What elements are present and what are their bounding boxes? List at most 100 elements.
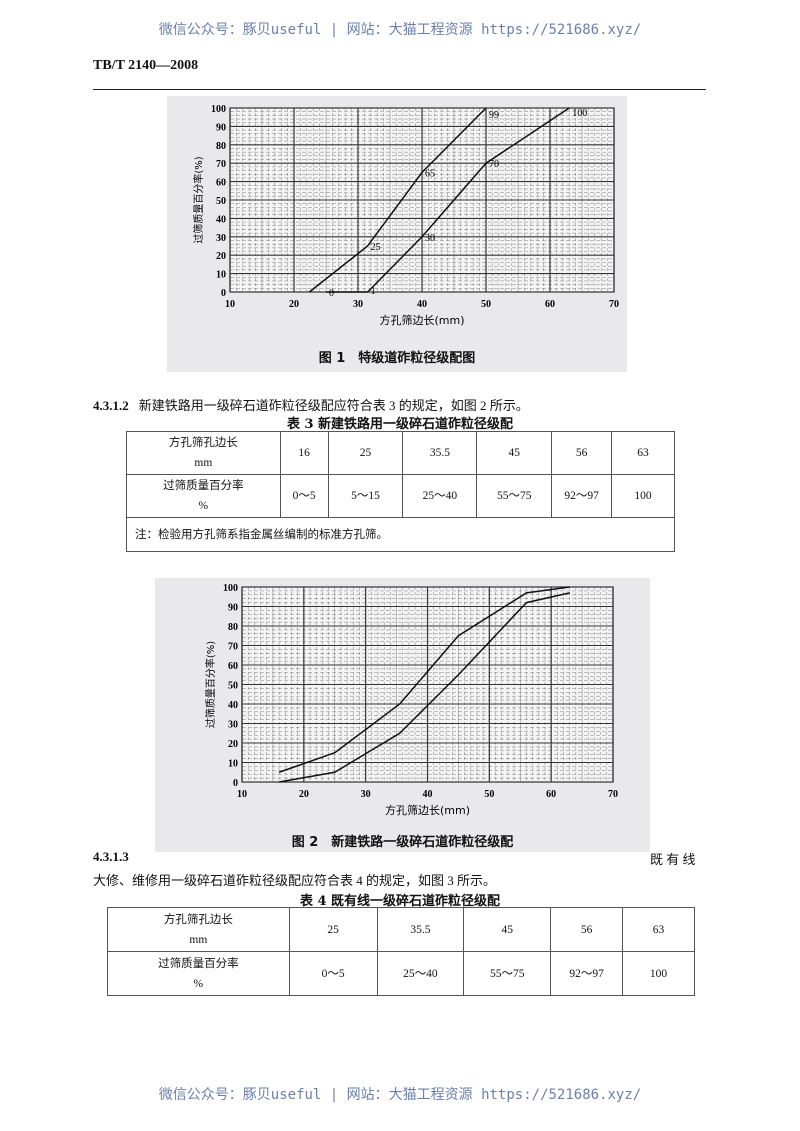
y-tick-label: 10 [216, 270, 226, 281]
x-tick-label: 20 [299, 789, 309, 800]
figure-2-caption: 图 2 新建铁路一级碎石道砟粒径级配 [291, 835, 514, 850]
cell: 56 [550, 907, 624, 952]
section-4-3-1-2: 4.3.1.2 新建铁路用一级碎石道砟粒径级配应符合表 3 的规定，如图 2 所示… [93, 395, 529, 414]
y-tick-label: 50 [228, 681, 238, 692]
y-tick-label: 0 [233, 778, 238, 789]
cell: 55～75 [476, 474, 553, 518]
table-note-row: 注：检验用方孔筛系指金属丝编制的标准方孔筛。 [126, 517, 675, 552]
y-tick-label: 20 [216, 251, 226, 262]
document-number: TB/T 2140—2008 [93, 58, 199, 73]
table-3: 方孔筛孔边长 mm 16 25 35.5 45 56 63 过筛质量百分率% 0～… [126, 431, 675, 552]
section-4-3-1-3-number: 4.3.1.3 [93, 849, 139, 865]
y-tick-label: 40 [228, 700, 238, 711]
y-tick-label: 80 [216, 141, 226, 152]
header-line: 过筛质量百分率 [158, 957, 239, 970]
x-tick-label: 50 [481, 299, 491, 310]
x-tick-label: 40 [423, 789, 433, 800]
cell: 5～15 [327, 474, 404, 518]
x-tick-label: 30 [361, 789, 371, 800]
figure-1-caption: 图 1 特级道砟粒径级配图 [318, 351, 476, 366]
y-tick-label: 70 [216, 159, 226, 170]
cell: 25～40 [376, 951, 465, 996]
cell: 56 [551, 431, 613, 475]
header-line: 方孔筛孔边长 [168, 437, 238, 449]
cell: 16 [279, 431, 329, 475]
series-line-1 [308, 107, 487, 293]
x-tick-label: 60 [546, 789, 556, 800]
watermark-bottom: 微信公众号：豚贝useful | 网站：大猫工程资源 https://52168… [158, 1087, 642, 1103]
x-tick-label: 60 [545, 299, 555, 310]
y-tick-label: 60 [228, 661, 238, 672]
x-tick-label: 10 [225, 299, 235, 310]
cell: 92～97 [550, 951, 624, 996]
y-tick-label: 0 [221, 288, 226, 299]
y-axis-label: 过筛质量百分率(%) [192, 156, 205, 243]
row-header: 方孔筛孔边长 mm [107, 907, 290, 952]
series-line-2 [326, 107, 570, 293]
x-tick-label: 40 [417, 299, 427, 310]
data-label: 30 [425, 233, 435, 244]
header-divider [93, 89, 706, 90]
cell: 63 [622, 907, 695, 952]
table-4: 方孔筛孔边长 mm 25 35.5 45 56 63 过筛质量百分率% 0～5 2… [107, 907, 695, 996]
x-tick-label: 50 [484, 789, 494, 800]
table-3-title: 表 3 新建铁路用一级碎石道砟粒径级配 [286, 417, 514, 432]
x-tick-label: 30 [353, 299, 363, 310]
x-axis-label: 方孔筛边长(mm) [379, 313, 464, 327]
table-row: 过筛质量百分率% 0～5 25～40 55～75 92～97 100 [107, 951, 695, 996]
cell: 25～40 [402, 474, 478, 518]
table-row: 方孔筛孔边长 mm 25 35.5 45 56 63 [107, 907, 695, 952]
cell: 0～5 [288, 951, 378, 996]
header-line: 过筛质量百分率 [163, 480, 244, 492]
row-header: 方孔筛孔边长 mm [126, 431, 281, 475]
data-label: 99 [489, 110, 499, 121]
watermark-top: 微信公众号：豚贝useful | 网站：大猫工程资源 https://52168… [158, 22, 642, 38]
cell: 100 [622, 951, 695, 996]
y-tick-label: 20 [228, 739, 238, 750]
cell: 25 [288, 907, 378, 952]
table-row: 方孔筛孔边长 mm 16 25 35.5 45 56 63 [126, 431, 675, 475]
cell: 35.5 [402, 431, 478, 475]
x-tick-label: 70 [609, 299, 619, 310]
cell: 45 [463, 907, 552, 952]
x-axis-label: 方孔筛边长(mm) [385, 803, 470, 817]
cell: 63 [611, 431, 675, 475]
section-4-3-1-3-text: 大修、维修用一级碎石道砟粒径级配应符合表 4 的规定，如图 3 所示。 [93, 873, 497, 888]
y-tick-label: 90 [228, 603, 238, 614]
section-4-3-1-3-right: 既 有 线 [650, 852, 696, 867]
section-number: 4.3.1.2 [93, 398, 129, 413]
cell: 35.5 [376, 907, 465, 952]
y-tick-label: 90 [216, 122, 226, 133]
header-unit: % [198, 500, 209, 512]
figure-1-chart: 10 20 30 40 50 60 700102030405060708090100方孔筛边… [192, 104, 619, 327]
cell: 55～75 [463, 951, 552, 996]
figure-2: 10 20 30 40 50 60 70 0 10 20 30 40 50 60 70 80 90 100 方孔筛边… [155, 578, 650, 852]
y-tick-label: 100 [223, 583, 238, 594]
x-tick-label: 70 [608, 789, 618, 800]
y-tick-label: 10 [228, 759, 238, 770]
cell: 0～5 [279, 474, 329, 518]
y-tick-label: 70 [228, 642, 238, 653]
y-tick-label: 40 [216, 214, 226, 225]
figure-2-chart: 10 20 30 40 50 60 700102030405060708090100方孔筛边… [204, 583, 618, 817]
table-row: 过筛质量百分率% 0～5 5～15 25～40 55～75 92～97 100 [126, 474, 675, 518]
table-note: 注：检验用方孔筛系指金属丝编制的标准方孔筛。 [126, 517, 675, 552]
x-tick-label: 20 [289, 299, 299, 310]
y-tick-label: 30 [216, 233, 226, 244]
row-header: 过筛质量百分率% [126, 474, 281, 518]
y-tick-label: 60 [216, 178, 226, 189]
cell: 45 [476, 431, 553, 475]
data-label: 65 [425, 168, 435, 179]
data-label: 1 [371, 286, 376, 297]
data-label: 70 [489, 159, 499, 170]
figure-1: 10 20 30 40 50 60 70 0 10 20 30 40 50 60 70 80 90 100 方孔筛边… [167, 96, 627, 372]
row-header: 过筛质量百分率% [107, 951, 290, 996]
section-number: 4.3.1.3 [93, 849, 129, 864]
series-line-2 [278, 592, 570, 783]
y-tick-label: 30 [228, 720, 238, 731]
y-tick-label: 50 [216, 196, 226, 207]
cell: 25 [327, 431, 404, 475]
header-unit: mm [189, 933, 208, 946]
data-label: 0 [329, 288, 334, 299]
header-unit: % [193, 977, 204, 990]
